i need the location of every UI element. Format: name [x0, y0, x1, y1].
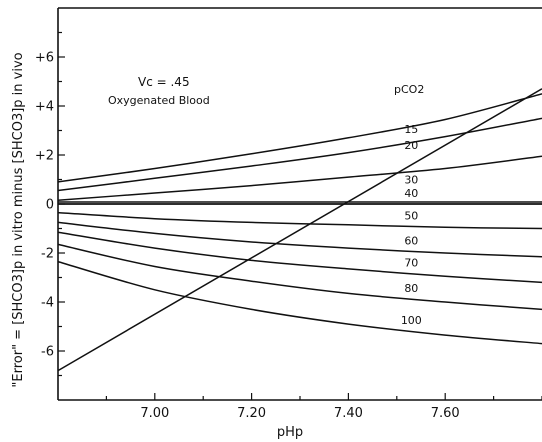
- y-tick-label: 0: [46, 198, 54, 213]
- curve-label: 80: [404, 282, 418, 295]
- curve-label: 70: [404, 257, 418, 270]
- curve-pco2-70: [57, 231, 542, 284]
- curve-label: 60: [404, 234, 418, 247]
- y-tick-label: -4: [41, 296, 54, 311]
- y-tick-label: +2: [35, 149, 54, 164]
- x-tick-label: 7.60: [431, 406, 460, 421]
- curve-label: 15: [404, 123, 418, 136]
- annotation-vc: Vc = .45: [138, 75, 190, 89]
- curve-label: 100: [401, 314, 422, 327]
- curve-label: 50: [404, 209, 418, 222]
- x-tick-label: 7.00: [140, 406, 169, 421]
- x-tick-label: 7.40: [334, 406, 363, 421]
- x-axis-label: pHp: [277, 425, 303, 440]
- x-tick-label: 7.20: [237, 406, 266, 421]
- curve-pco2-80: [57, 243, 542, 311]
- curve-label: 30: [404, 173, 418, 186]
- y-tick-label: +4: [35, 100, 54, 115]
- curve-pco2-30: [57, 155, 542, 202]
- curve-pco2-50: [57, 211, 542, 230]
- y-tick-label: -6: [41, 345, 54, 360]
- legend-title-pco2: pCO2: [394, 83, 424, 96]
- curve-diagonal: [57, 88, 542, 372]
- y-axis-label: "Error" = [SHCO3]p in vitro minus [SHCO3…: [11, 52, 26, 387]
- curve-label: 40: [404, 187, 418, 200]
- y-tick-label: +6: [35, 51, 54, 66]
- curve-pco2-100: [57, 260, 542, 345]
- series-curves: [57, 88, 542, 372]
- curve-pco2-20: [57, 117, 542, 192]
- curve-pco2-60: [57, 221, 542, 258]
- annotation-oxygenated-blood: Oxygenated Blood: [108, 94, 210, 107]
- tick-marks: [58, 31, 542, 400]
- tick-labels: +6 +4 +2 0 -2 -4 -6 7.00 7.20 7.40 7.60: [35, 51, 460, 422]
- curve-pco2-15: [57, 93, 542, 183]
- curve-label: 20: [404, 139, 418, 152]
- y-tick-label: -2: [41, 247, 54, 262]
